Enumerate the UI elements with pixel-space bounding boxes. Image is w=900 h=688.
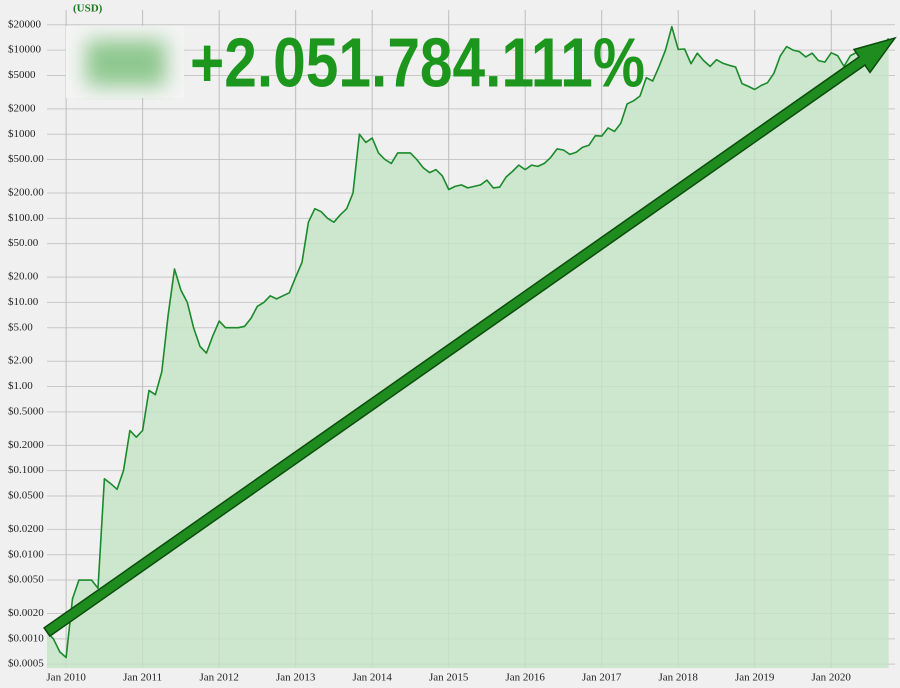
x-tick-label: Jan 2020	[812, 672, 852, 684]
y-tick-label: $0.0500	[8, 489, 44, 501]
y-tick-label: $0.5000	[8, 405, 44, 417]
x-tick-label: Jan 2010	[46, 672, 86, 684]
x-tick-label: Jan 2019	[735, 672, 775, 684]
y-tick-label: $20.00	[8, 271, 39, 283]
labels: $20000 $10000 $5000 $2000 $1000 $500.00 $200.0…	[8, 18, 851, 683]
x-tick-label: Jan 2011	[123, 672, 162, 684]
x-tick-label: Jan 2013	[276, 672, 316, 684]
blurred-logo	[86, 40, 166, 86]
y-tick-label: $100.00	[8, 212, 44, 224]
y-tick-label: $0.1000	[8, 464, 44, 476]
y-tick-label: $0.0005	[8, 658, 44, 670]
y-tick-label: $1.00	[8, 380, 33, 392]
y-tick-label: $0.0010	[8, 632, 44, 644]
axis-unit: (USD)	[73, 3, 103, 15]
y-tick-label: $10000	[8, 44, 42, 56]
trend-arrow	[43, 36, 897, 638]
y-tick-label: $5.00	[8, 321, 33, 333]
y-tick-label: $10.00	[8, 296, 39, 308]
y-tick-label: $0.2000	[8, 439, 44, 451]
gain-annotation: +2.051.784.111%	[190, 23, 645, 101]
y-tick-label: $0.0100	[8, 548, 44, 560]
y-tick-label: $0.0200	[8, 523, 44, 535]
x-tick-label: Jan 2016	[505, 672, 545, 684]
x-tick-label: Jan 2014	[352, 672, 392, 684]
y-tick-label: $0.0050	[8, 574, 44, 586]
y-tick-label: $1000	[8, 128, 36, 140]
y-tick-label: $200.00	[8, 187, 44, 199]
x-tick-label: Jan 2015	[429, 672, 469, 684]
x-tick-label: Jan 2017	[582, 672, 622, 684]
y-tick-label: $20000	[8, 18, 42, 30]
x-tick-label: Jan 2012	[199, 672, 238, 684]
y-tick-label: $50.00	[8, 237, 39, 249]
y-tick-label: $2000	[8, 102, 36, 114]
y-tick-label: $0.0020	[8, 607, 44, 619]
x-tick-label: Jan 2018	[659, 672, 699, 684]
y-tick-label: $2.00	[8, 355, 33, 367]
y-tick-label: $5000	[8, 69, 36, 81]
price-line	[46, 25, 890, 659]
y-tick-label: $500.00	[8, 153, 44, 165]
